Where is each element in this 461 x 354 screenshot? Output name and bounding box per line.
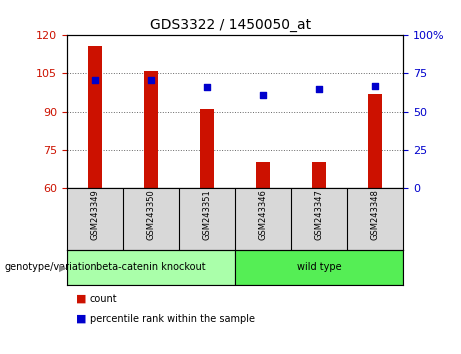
Text: GDS3322 / 1450050_at: GDS3322 / 1450050_at [150,18,311,32]
Bar [200,109,214,188]
Text: GSM243350: GSM243350 [147,189,155,240]
Bar [256,162,270,188]
Bar [67,250,235,285]
Text: beta-catenin knockout: beta-catenin knockout [96,262,206,272]
Point [203,84,211,90]
Text: ▶: ▶ [59,262,66,272]
Text: GSM243347: GSM243347 [315,189,324,240]
Text: wild type: wild type [297,262,342,272]
Bar [235,250,403,285]
Bar [144,71,158,188]
Bar [312,162,326,188]
Point [260,92,267,98]
Text: GSM243349: GSM243349 [90,189,100,240]
Text: GSM243351: GSM243351 [202,189,212,240]
Bar [368,94,382,188]
Text: ■: ■ [76,294,87,304]
Point [372,83,379,88]
Point [91,77,99,82]
Point [147,77,154,82]
Text: GSM243346: GSM243346 [259,189,268,240]
Text: genotype/variation: genotype/variation [5,262,97,272]
Text: count: count [90,294,118,304]
Text: ■: ■ [76,314,87,324]
Bar [88,46,102,188]
Point [315,86,323,92]
Text: GSM243348: GSM243348 [371,189,380,240]
Text: percentile rank within the sample: percentile rank within the sample [90,314,255,324]
